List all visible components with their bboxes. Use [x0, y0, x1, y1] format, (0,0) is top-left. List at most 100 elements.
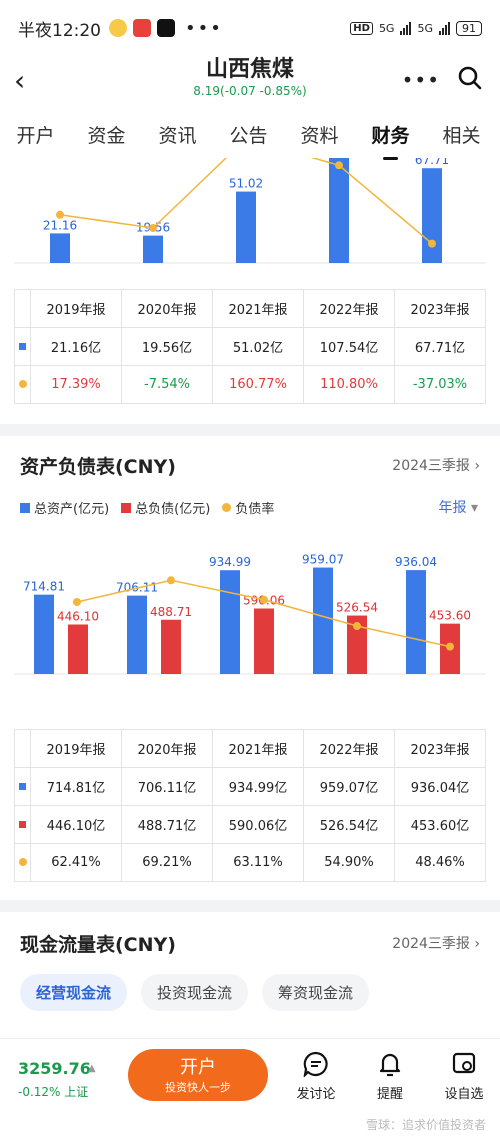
- battery-icon: 91: [456, 20, 482, 36]
- liability-bar: [161, 619, 181, 674]
- more-notifications-icon: •••: [185, 17, 223, 39]
- discuss-button[interactable]: 发讨论: [286, 1051, 346, 1102]
- index-change[interactable]: -0.12% 上证: [18, 1085, 89, 1099]
- growth-cell: 110.80%: [303, 365, 395, 404]
- status-right: HD 5G 5G 91: [350, 20, 482, 36]
- liability-bar: [68, 624, 88, 674]
- growth-point: [56, 210, 64, 219]
- year-cell: 2019年报: [30, 729, 122, 768]
- tab-ziliao[interactable]: 资料: [300, 124, 339, 147]
- tab-caiwu[interactable]: 财务: [355, 121, 426, 160]
- growth-point: [149, 223, 157, 232]
- liability-label: 526.54: [336, 601, 378, 615]
- weibo-icon: [109, 19, 127, 37]
- watchlist-icon: [452, 1052, 476, 1074]
- bar: [329, 158, 349, 263]
- remind-button[interactable]: 提醒: [360, 1051, 420, 1102]
- tab-operating-cashflow[interactable]: 经营现金流: [20, 974, 128, 1011]
- ratio-point: [446, 642, 454, 651]
- tab-gonggao[interactable]: 公告: [229, 124, 268, 147]
- bar-label: 67.71: [415, 158, 449, 167]
- bar-label: 51.02: [229, 177, 263, 191]
- tab-xiangguan[interactable]: 相关: [442, 124, 481, 147]
- year-cell: 2023年报: [394, 289, 486, 328]
- divider: [0, 900, 500, 912]
- red-square-icon: [19, 821, 26, 828]
- page-title: 山西焦煤: [205, 57, 294, 82]
- liability-label: 446.10: [57, 609, 99, 623]
- net2-label: 5G: [417, 21, 433, 35]
- ratio-point: [73, 598, 81, 606]
- growth-cell: 160.77%: [212, 365, 304, 404]
- year-cell: 2021年报: [212, 729, 304, 768]
- asset-bar: [34, 594, 54, 674]
- growth-cell: 17.39%: [30, 365, 122, 404]
- tab-zixun[interactable]: 资讯: [158, 124, 197, 147]
- balance-period[interactable]: 2024三季报 ›: [392, 458, 480, 474]
- status-time: 半夜12:20: [18, 20, 101, 41]
- discuss-label: 发讨论: [296, 1087, 336, 1102]
- open-account-button[interactable]: 开户 投资快人一步: [128, 1049, 268, 1101]
- signal-icon: [400, 21, 412, 35]
- remind-label: 提醒: [376, 1087, 403, 1102]
- divider: [0, 424, 500, 436]
- caret-down-icon: ▾: [470, 500, 478, 516]
- blue-square-icon: [19, 783, 26, 790]
- asset-label: 934.99: [209, 555, 251, 569]
- liability-cell: 488.71亿: [121, 805, 213, 844]
- watermark: 雪球：追求价值投资者: [365, 1118, 486, 1132]
- growth-point: [335, 161, 343, 170]
- legend-assets: 总资产(亿元): [20, 498, 109, 517]
- growth-cell: -37.03%: [394, 365, 486, 404]
- index-value[interactable]: 3259.76: [18, 1059, 91, 1078]
- asset-cell: 936.04亿: [394, 767, 486, 806]
- legend-ratio: 负债率: [222, 498, 274, 517]
- tab-kaihu[interactable]: 开户: [16, 124, 55, 147]
- ratio-cell: 54.90%: [303, 843, 395, 882]
- balance-table: 2019年报 2020年报 2021年报 2022年报 2023年报 714.8…: [14, 729, 486, 882]
- asset-bar: [127, 595, 147, 674]
- liability-bar: [347, 615, 367, 674]
- value-cell: 21.16亿: [30, 327, 122, 366]
- balance-legend: 总资产(亿元) 总负债(亿元) 负债率: [20, 498, 274, 517]
- growth-cell: -7.54%: [121, 365, 213, 404]
- year-cell: 2022年报: [303, 289, 395, 328]
- orange-dot-icon: [18, 858, 27, 866]
- tab-zijin[interactable]: 资金: [87, 124, 126, 147]
- blue-square-icon: [19, 343, 26, 350]
- period-select[interactable]: 年报 ▾: [438, 500, 478, 516]
- liability-bar: [254, 608, 274, 674]
- cashflow-title: 现金流量表(CNY): [20, 934, 176, 956]
- search-icon[interactable]: [458, 66, 482, 90]
- liability-cell: 590.06亿: [212, 805, 304, 844]
- watchlist-button[interactable]: 设自选: [434, 1051, 494, 1102]
- bottom-bar: 3259.76 ▲ -0.12% 上证 开户 投资快人一步 发讨论 提醒 设自选…: [0, 1038, 500, 1139]
- cashflow-period[interactable]: 2024三季报 ›: [392, 936, 480, 952]
- tab-bar: 开户 资金 资讯 公告 资料 财务 相关: [0, 110, 500, 160]
- value-cell: 67.71亿: [394, 327, 486, 366]
- asset-label: 714.81: [23, 580, 65, 594]
- ratio-cell: 69.21%: [121, 843, 213, 882]
- asset-label: 959.07: [302, 553, 344, 567]
- year-cell: 2023年报: [394, 729, 486, 768]
- cashflow-tabs: 经营现金流 投资现金流 筹资现金流: [20, 974, 370, 1011]
- asset-cell: 714.81亿: [30, 767, 122, 806]
- year-cell: 2022年报: [303, 729, 395, 768]
- tab-financing-cashflow[interactable]: 筹资现金流: [262, 974, 370, 1011]
- value-cell: 19.56亿: [121, 327, 213, 366]
- price-quote: 8.19(-0.07 -0.85%): [193, 84, 307, 98]
- liability-cell: 446.10亿: [30, 805, 122, 844]
- bar-label: 21.16: [43, 218, 77, 232]
- value-cell: 107.54亿: [303, 327, 395, 366]
- back-icon[interactable]: ‹: [14, 64, 26, 97]
- balance-title: 资产负债表(CNY): [20, 456, 176, 478]
- ratio-cell: 63.11%: [212, 843, 304, 882]
- asset-cell: 706.11亿: [121, 767, 213, 806]
- year-cell: 2020年报: [121, 729, 213, 768]
- asset-cell: 934.99亿: [212, 767, 304, 806]
- ratio-cell: 62.41%: [30, 843, 122, 882]
- liability-cell: 453.60亿: [394, 805, 486, 844]
- bar: [143, 235, 163, 263]
- tab-investing-cashflow[interactable]: 投资现金流: [141, 974, 249, 1011]
- more-icon[interactable]: •••: [401, 68, 440, 92]
